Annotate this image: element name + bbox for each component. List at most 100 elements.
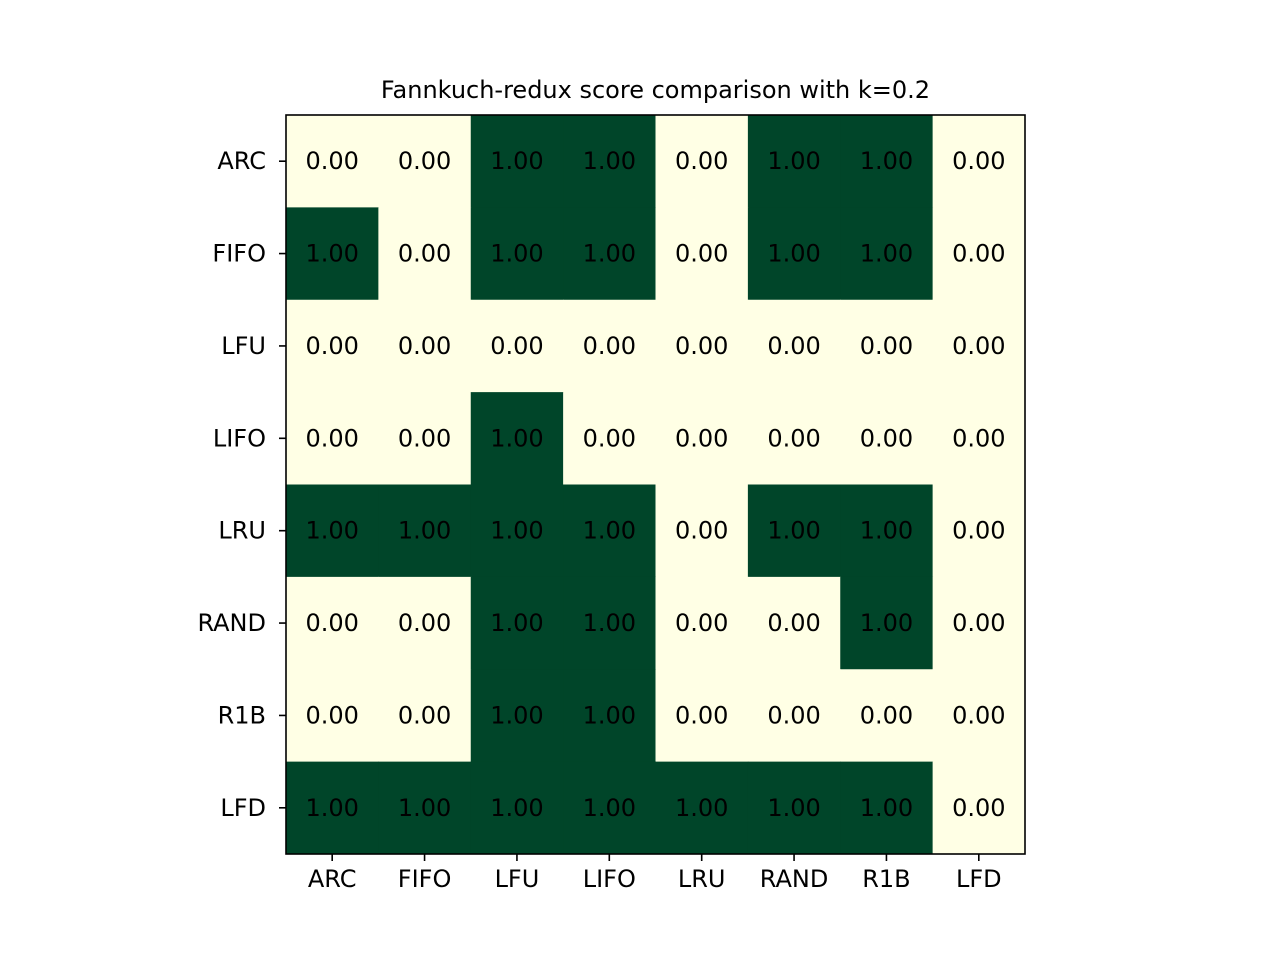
cell-value-label: 1.00 bbox=[398, 517, 451, 545]
cell-value-label: 0.00 bbox=[398, 424, 451, 452]
y-tick-label: ARC bbox=[217, 147, 266, 175]
cell-value-label: 1.00 bbox=[490, 701, 543, 729]
heatmap-cell bbox=[378, 115, 472, 208]
x-tick-label: LIFO bbox=[583, 865, 636, 893]
heatmap-cell bbox=[378, 484, 472, 578]
cell-value-label: 1.00 bbox=[860, 609, 913, 637]
cell-value-label: 0.00 bbox=[767, 424, 820, 452]
heatmap-cell bbox=[470, 761, 564, 855]
cell-value-label: 0.00 bbox=[675, 609, 728, 637]
cell-value-label: 0.00 bbox=[490, 332, 543, 360]
cell-value-label: 0.00 bbox=[675, 424, 728, 452]
heatmap-cell bbox=[286, 761, 379, 855]
cell-value-label: 0.00 bbox=[952, 517, 1005, 545]
x-tick-label: ARC bbox=[308, 865, 357, 893]
heatmap-cell bbox=[747, 392, 841, 485]
cell-value-label: 1.00 bbox=[860, 240, 913, 268]
heatmap-cell bbox=[286, 484, 379, 578]
cell-value-label: 1.00 bbox=[583, 147, 636, 175]
cell-value-label: 1.00 bbox=[490, 609, 543, 637]
x-tick-label: LRU bbox=[678, 865, 726, 893]
heatmap-cell bbox=[840, 392, 934, 485]
heatmap-cell bbox=[563, 299, 656, 393]
cell-value-label: 0.00 bbox=[952, 701, 1005, 729]
x-tick-label: LFD bbox=[956, 865, 1002, 893]
cell-value-label: 1.00 bbox=[490, 794, 543, 822]
cell-value-label: 0.00 bbox=[952, 332, 1005, 360]
cell-value-label: 0.00 bbox=[767, 701, 820, 729]
heatmap-cell bbox=[286, 115, 379, 208]
heatmap-cell bbox=[470, 484, 564, 578]
heatmap-cell bbox=[932, 299, 1026, 393]
cell-value-label: 0.00 bbox=[952, 609, 1005, 637]
cell-value-label: 1.00 bbox=[767, 794, 820, 822]
heatmap-cell bbox=[655, 761, 749, 855]
cell-value-label: 1.00 bbox=[583, 701, 636, 729]
cell-value-label: 0.00 bbox=[398, 147, 451, 175]
heatmap-cell bbox=[655, 115, 749, 208]
heatmap-cell bbox=[840, 299, 934, 393]
heatmap-cell bbox=[286, 392, 379, 485]
heatmap-cell bbox=[378, 207, 472, 301]
cell-value-label: 0.00 bbox=[398, 240, 451, 268]
heatmap-cell bbox=[747, 669, 841, 763]
cell-value-label: 0.00 bbox=[583, 332, 636, 360]
heatmap-cell bbox=[286, 299, 379, 393]
cell-value-label: 1.00 bbox=[860, 517, 913, 545]
cell-value-label: 0.00 bbox=[305, 332, 358, 360]
heatmap-cell bbox=[932, 115, 1026, 208]
y-tick-label: LFU bbox=[221, 332, 266, 360]
heatmap-cell bbox=[470, 299, 564, 393]
heatmap-cell bbox=[932, 484, 1026, 578]
cell-value-label: 0.00 bbox=[767, 609, 820, 637]
cell-value-label: 1.00 bbox=[860, 794, 913, 822]
cell-value-label: 1.00 bbox=[583, 794, 636, 822]
cell-value-label: 1.00 bbox=[767, 147, 820, 175]
cell-value-label: 0.00 bbox=[675, 332, 728, 360]
heatmap-cell bbox=[655, 669, 749, 763]
cell-value-label: 1.00 bbox=[583, 609, 636, 637]
heatmap-cell bbox=[286, 669, 379, 763]
heatmap-cell bbox=[840, 207, 934, 301]
heatmap-cell bbox=[840, 115, 934, 208]
y-tick-label: LIFO bbox=[213, 424, 266, 452]
heatmap-cell bbox=[932, 207, 1026, 301]
heatmap-cell bbox=[563, 669, 656, 763]
cell-value-label: 0.00 bbox=[675, 147, 728, 175]
heatmap-cell bbox=[563, 576, 656, 670]
cell-value-label: 0.00 bbox=[583, 424, 636, 452]
heatmap-cell bbox=[932, 392, 1026, 485]
heatmap-cell bbox=[378, 299, 472, 393]
heatmap-cell bbox=[747, 115, 841, 208]
heatmap-cell bbox=[470, 115, 564, 208]
cell-value-label: 1.00 bbox=[305, 240, 358, 268]
cell-value-label: 0.00 bbox=[305, 609, 358, 637]
cell-value-label: 0.00 bbox=[398, 701, 451, 729]
heatmap-cell bbox=[840, 761, 934, 855]
cell-value-label: 1.00 bbox=[583, 517, 636, 545]
cell-value-label: 1.00 bbox=[583, 240, 636, 268]
y-tick-label: FIFO bbox=[212, 240, 266, 268]
cell-value-label: 1.00 bbox=[490, 517, 543, 545]
cell-value-label: 0.00 bbox=[767, 332, 820, 360]
heatmap-cell bbox=[563, 115, 656, 208]
x-tick-label: RAND bbox=[760, 865, 829, 893]
cell-value-labels: 0.00 0.00 1.00 1.00 0.00 1.00 1.00 0.00 1.00 0.00… bbox=[305, 147, 1005, 822]
heatmap-cell bbox=[840, 576, 934, 670]
heatmap-cell bbox=[470, 576, 564, 670]
y-tick-label: LFD bbox=[220, 794, 266, 822]
plot-frame bbox=[285, 114, 1026, 855]
cell-value-label: 0.00 bbox=[305, 147, 358, 175]
cell-value-label: 0.00 bbox=[398, 332, 451, 360]
y-tick-label: LRU bbox=[218, 517, 266, 545]
x-tick-label: FIFO bbox=[398, 865, 452, 893]
heatmap-cell bbox=[655, 576, 749, 670]
cell-value-label: 1.00 bbox=[767, 517, 820, 545]
cell-value-label: 1.00 bbox=[305, 517, 358, 545]
heatmap-cell bbox=[563, 484, 656, 578]
heatmap-cell bbox=[563, 392, 656, 485]
cell-value-label: 0.00 bbox=[952, 794, 1005, 822]
heatmap-cell bbox=[840, 484, 934, 578]
